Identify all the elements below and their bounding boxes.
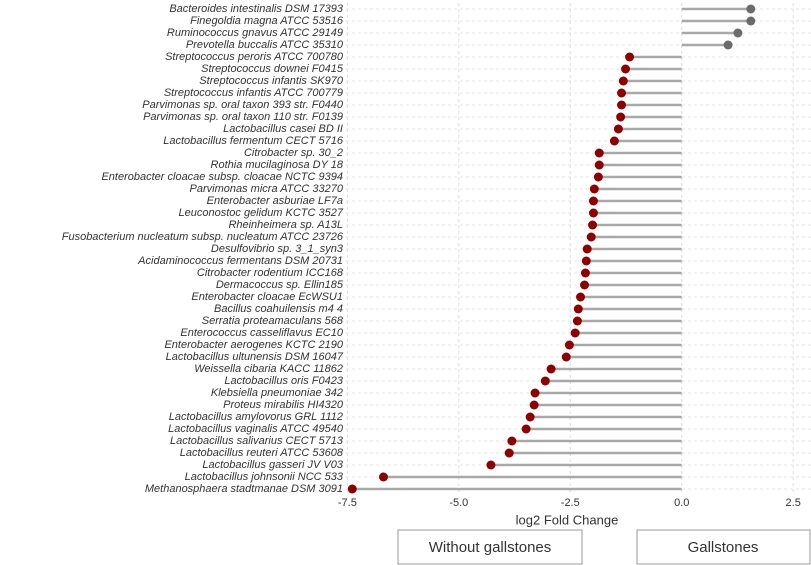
- dot: [561, 352, 571, 362]
- dot: [572, 316, 582, 326]
- dot: [529, 400, 539, 410]
- y-tick-label: Leuconostoc gelidum KCTC 3527: [179, 207, 344, 219]
- y-tick-label: Parvimonas sp. oral taxon 110 str. F0139: [143, 111, 343, 123]
- dot: [530, 388, 540, 398]
- y-tick-label: Lactobacillus oris F0423: [224, 375, 344, 387]
- dot: [581, 256, 591, 266]
- dot: [617, 100, 627, 110]
- y-tick-label: Lactobacillus vaginalis ATCC 49540: [168, 423, 344, 435]
- x-axis-label: log2 Fold Change: [516, 512, 619, 527]
- dot: [504, 448, 514, 458]
- y-tick-label: Streptococcus infantis ATCC 700779: [164, 87, 343, 99]
- y-tick-label: Parvimonas sp. oral taxon 393 str. F0440: [142, 99, 344, 111]
- dot: [546, 364, 556, 374]
- y-tick-label: Citrobacter rodentium ICC168: [197, 267, 344, 279]
- dot: [621, 64, 631, 74]
- y-tick-label: Proteus mirabilis HI4320: [223, 399, 344, 411]
- dot: [564, 340, 574, 350]
- y-tick-label: Streptococcus infantis SK970: [199, 75, 344, 87]
- dot: [486, 460, 496, 470]
- y-tick-label: Streptococcus peroris ATCC 700780: [165, 51, 344, 63]
- dot: [378, 472, 388, 482]
- y-tick-label: Bacillus coahuilensis m4 4: [214, 303, 343, 315]
- dot: [618, 76, 628, 86]
- y-tick-label: Lactobacillus johnsonii NCC 533: [185, 471, 344, 483]
- dot: [588, 208, 598, 218]
- y-tick-label: Enterobacter aerogenes KCTC 2190: [164, 339, 343, 351]
- x-tick-label: -5.0: [449, 497, 468, 509]
- y-tick-label: Methanosphaera stadtmanae DSM 3091: [145, 483, 343, 495]
- dot: [570, 328, 580, 338]
- y-tick-label: Prevotella buccalis ATCC 35310: [186, 39, 344, 51]
- y-tick-label: Rheinheimera sp. A13L: [228, 219, 343, 231]
- dot: [589, 184, 599, 194]
- dot: [586, 232, 596, 242]
- dot: [609, 136, 619, 146]
- dot: [576, 292, 586, 302]
- y-tick-label: Bacteroides intestinalis DSM 17393: [169, 3, 344, 15]
- y-tick-label: Ruminococcus gnavus ATCC 29149: [167, 27, 343, 39]
- dot: [594, 160, 604, 170]
- y-tick-label: Parvimonas micra ATCC 33270: [190, 183, 344, 195]
- dot: [588, 220, 598, 230]
- y-tick-label: Lactobacillus casei BD II: [223, 123, 343, 135]
- dot: [347, 484, 357, 494]
- y-tick-label: Lactobacillus amylovorus GRL 1112: [169, 411, 343, 423]
- dot: [625, 52, 635, 62]
- y-tick-label: Acidaminococcus fermentans DSM 20731: [137, 255, 343, 267]
- dot: [588, 196, 598, 206]
- dot: [616, 112, 626, 122]
- y-tick-label: Klebsiella pneumoniae 342: [211, 387, 343, 399]
- dot: [593, 172, 603, 182]
- dot: [540, 376, 550, 386]
- y-tick-label: Lactobacillus ultunensis DSM 16047: [166, 351, 344, 363]
- dot: [746, 4, 756, 14]
- y-tick-label: Lactobacillus fermentum CECT 5716: [163, 135, 344, 147]
- y-tick-label: Citrobacter sp. 30_2: [244, 147, 343, 159]
- group-label: Without gallstones: [429, 539, 552, 556]
- dot: [580, 268, 590, 278]
- x-tick-label: 2.5: [786, 497, 801, 509]
- group-label: Gallstones: [688, 539, 759, 556]
- y-tick-label: Fusobacterium nucleatum subsp. nucleatum…: [62, 231, 344, 243]
- y-tick-label: Finegoldia magna ATCC 53516: [190, 15, 344, 27]
- dot: [723, 40, 733, 50]
- y-tick-label: Serratia proteamaculans 568: [202, 315, 344, 327]
- y-tick-label: Streptococcus downei F0415: [201, 63, 344, 75]
- dot: [733, 28, 743, 38]
- y-tick-label: Lactobacillus salivarius CECT 5713: [170, 435, 344, 447]
- dot: [507, 436, 517, 446]
- dot: [580, 280, 590, 290]
- dot: [617, 88, 627, 98]
- dot: [582, 244, 592, 254]
- y-tick-label: Desulfovibrio sp. 3_1_syn3: [211, 243, 344, 255]
- dot: [746, 16, 756, 26]
- x-tick-label: -7.5: [338, 497, 357, 509]
- dot: [521, 424, 531, 434]
- y-tick-label: Weissella cibaria KACC 11862: [194, 363, 343, 375]
- x-tick-label: 0.0: [674, 497, 689, 509]
- y-tick-label: Lactobacillus gasseri JV V03: [202, 459, 344, 471]
- dot: [573, 304, 583, 314]
- dot: [613, 124, 623, 134]
- group-box: [636, 529, 811, 565]
- x-tick-label: -2.5: [561, 497, 580, 509]
- dot: [594, 148, 604, 158]
- group-box: [397, 529, 583, 565]
- y-tick-label: Dermacoccus sp. Ellin185: [216, 279, 344, 291]
- y-tick-label: Enterobacter cloacae EcWSU1: [191, 291, 343, 303]
- y-tick-label: Enterococcus casseliflavus EC10: [180, 327, 344, 339]
- y-tick-label: Rothia mucilaginosa DY 18: [211, 159, 344, 171]
- y-tick-label: Lactobacillus reuteri ATCC 53608: [180, 447, 344, 459]
- dot: [525, 412, 535, 422]
- y-tick-label: Enterobacter asburiae LF7a: [207, 195, 343, 207]
- y-tick-label: Enterobacter cloacae subsp. cloacae NCTC…: [101, 171, 343, 183]
